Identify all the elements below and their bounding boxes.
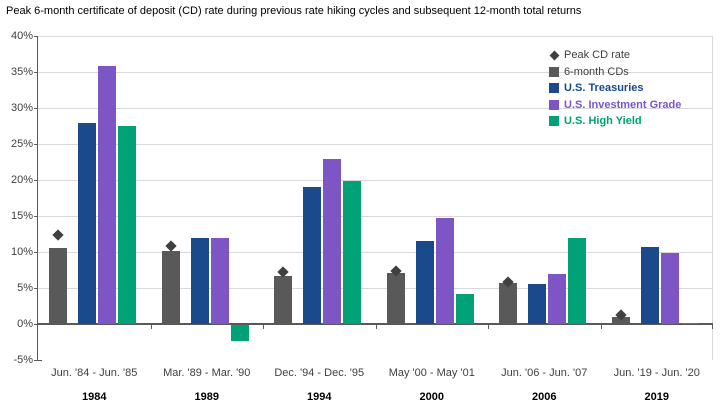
y-tick-mark bbox=[34, 360, 38, 361]
legend-item-6-month-cds: 6-month CDs bbox=[549, 64, 681, 81]
x-boundary-tick bbox=[263, 325, 264, 329]
y-tick-mark bbox=[34, 108, 38, 109]
x-boundary-tick bbox=[150, 325, 152, 329]
bar-6-month-cds-2006 bbox=[499, 282, 517, 324]
bar-us-high-yield-2000 bbox=[455, 294, 474, 324]
diamond-peak-cd-rate-1989 bbox=[164, 239, 177, 252]
bar-us-high-yield-1994 bbox=[343, 181, 361, 324]
x-label-range-1994: Dec. '94 - Dec. '95 bbox=[274, 367, 365, 379]
y-tick-label: 35% bbox=[10, 66, 33, 78]
bar-us-high-yield-1984 bbox=[118, 126, 136, 324]
y-tick-label: 10% bbox=[10, 246, 33, 258]
y-tick-mark bbox=[34, 216, 38, 217]
x-label-range-2000: May '00 - May '01 bbox=[388, 367, 475, 379]
gridline-15 bbox=[38, 216, 713, 217]
x-label-year-1989: 1989 bbox=[194, 391, 219, 403]
gridline-5 bbox=[38, 288, 713, 289]
y-tick-label: 15% bbox=[10, 210, 33, 222]
bar-us-treasuries-2019 bbox=[640, 246, 659, 324]
gridline-30 bbox=[38, 108, 713, 109]
legend-item-u-s-treasuries: U.S. Treasuries bbox=[549, 80, 681, 97]
y-tick-mark bbox=[34, 180, 38, 181]
zero-axis-line bbox=[38, 323, 713, 325]
legend: Peak CD rate 6-month CDs U.S. Treasuries U.… bbox=[549, 47, 681, 130]
gridline-20 bbox=[38, 180, 713, 181]
y-tick-mark bbox=[34, 36, 38, 37]
legend-item-peak-cd-rate: Peak CD rate bbox=[549, 47, 681, 64]
y-tick-label: 40% bbox=[10, 30, 33, 42]
legend-diamond-icon bbox=[549, 50, 560, 61]
gridline-35 bbox=[38, 72, 713, 73]
diamond-peak-cd-rate-1984 bbox=[52, 229, 64, 241]
bar-us-investment-grade-1989 bbox=[210, 237, 229, 324]
gridline-25 bbox=[38, 144, 713, 145]
legend-label: U.S. High Yield bbox=[564, 115, 642, 128]
legend-square-icon bbox=[549, 83, 559, 94]
legend-square-icon bbox=[549, 99, 559, 110]
x-label-year-2000: 2000 bbox=[419, 391, 444, 403]
x-boundary-tick bbox=[375, 325, 377, 329]
y-tick-mark bbox=[34, 252, 38, 253]
y-tick-label: 20% bbox=[10, 174, 33, 186]
bar-us-high-yield-2006 bbox=[568, 238, 586, 324]
x-boundary-tick bbox=[488, 325, 489, 329]
bar-6-month-cds-1984 bbox=[49, 247, 67, 324]
bar-us-treasuries-2006 bbox=[528, 283, 546, 324]
bar-us-treasuries-1994 bbox=[303, 187, 321, 324]
x-label-range-2006: Jun. '06 - Jun. '07 bbox=[501, 367, 588, 379]
bar-us-investment-grade-2019 bbox=[660, 253, 679, 324]
bar-us-treasuries-1984 bbox=[78, 123, 96, 324]
legend-label: U.S. Treasuries bbox=[564, 82, 644, 95]
bar-6-month-cds-1989 bbox=[161, 250, 180, 324]
bar-us-investment-grade-1994 bbox=[323, 159, 341, 324]
y-tick-mark bbox=[34, 288, 38, 289]
x-label-year-1994: 1994 bbox=[307, 391, 332, 403]
x-label-range-1984: Jun. '84 - Jun. '85 bbox=[51, 367, 138, 379]
y-axis-foot-tick bbox=[38, 360, 42, 361]
gridline-10 bbox=[38, 252, 713, 253]
y-tick-label: 5% bbox=[17, 282, 33, 294]
plot-border-top bbox=[38, 36, 713, 37]
bar-6-month-cds-2000 bbox=[386, 272, 405, 324]
y-axis-line bbox=[37, 36, 38, 361]
plot-border-right bbox=[712, 36, 713, 360]
legend-square-icon bbox=[549, 116, 559, 127]
y-tick-mark bbox=[34, 144, 38, 145]
bar-us-treasuries-2000 bbox=[415, 241, 434, 324]
x-label-year-1984: 1984 bbox=[82, 391, 107, 403]
y-tick-label: 25% bbox=[10, 138, 33, 150]
y-tick-mark bbox=[34, 72, 38, 73]
bar-us-treasuries-1989 bbox=[190, 238, 209, 324]
x-boundary-tick bbox=[712, 325, 713, 329]
y-tick-label: 0% bbox=[17, 318, 33, 330]
chart-title: Peak 6-month certificate of deposit (CD)… bbox=[6, 5, 582, 17]
bar-us-investment-grade-2000 bbox=[435, 218, 454, 324]
legend-label: 6-month CDs bbox=[564, 65, 629, 78]
legend-item-u-s-investment-grade: U.S. Investment Grade bbox=[549, 97, 681, 114]
bar-us-investment-grade-2006 bbox=[548, 273, 566, 324]
y-tick-mark bbox=[34, 324, 38, 325]
x-label-range-2019: Jun. '19 - Jun. '20 bbox=[613, 367, 700, 379]
x-label-range-1989: Mar. '89 - Mar. '90 bbox=[163, 367, 251, 379]
bar-us-investment-grade-1984 bbox=[98, 66, 116, 324]
y-tick-label: 30% bbox=[10, 102, 33, 114]
bar-6-month-cds-1994 bbox=[274, 276, 292, 324]
bar-us-high-yield-1989 bbox=[230, 325, 249, 341]
x-boundary-tick bbox=[600, 325, 602, 329]
bar-us-high-yield-2019 bbox=[680, 322, 699, 324]
legend-label: U.S. Investment Grade bbox=[564, 98, 682, 111]
plot-area bbox=[38, 36, 713, 360]
y-tick-label: -5% bbox=[13, 354, 33, 366]
legend-label: Peak CD rate bbox=[564, 49, 631, 62]
x-label-year-2006: 2006 bbox=[532, 391, 557, 403]
x-label-year-2019: 2019 bbox=[644, 391, 669, 403]
legend-square-icon bbox=[549, 66, 559, 77]
legend-item-u-s-high-yield: U.S. High Yield bbox=[549, 113, 681, 130]
